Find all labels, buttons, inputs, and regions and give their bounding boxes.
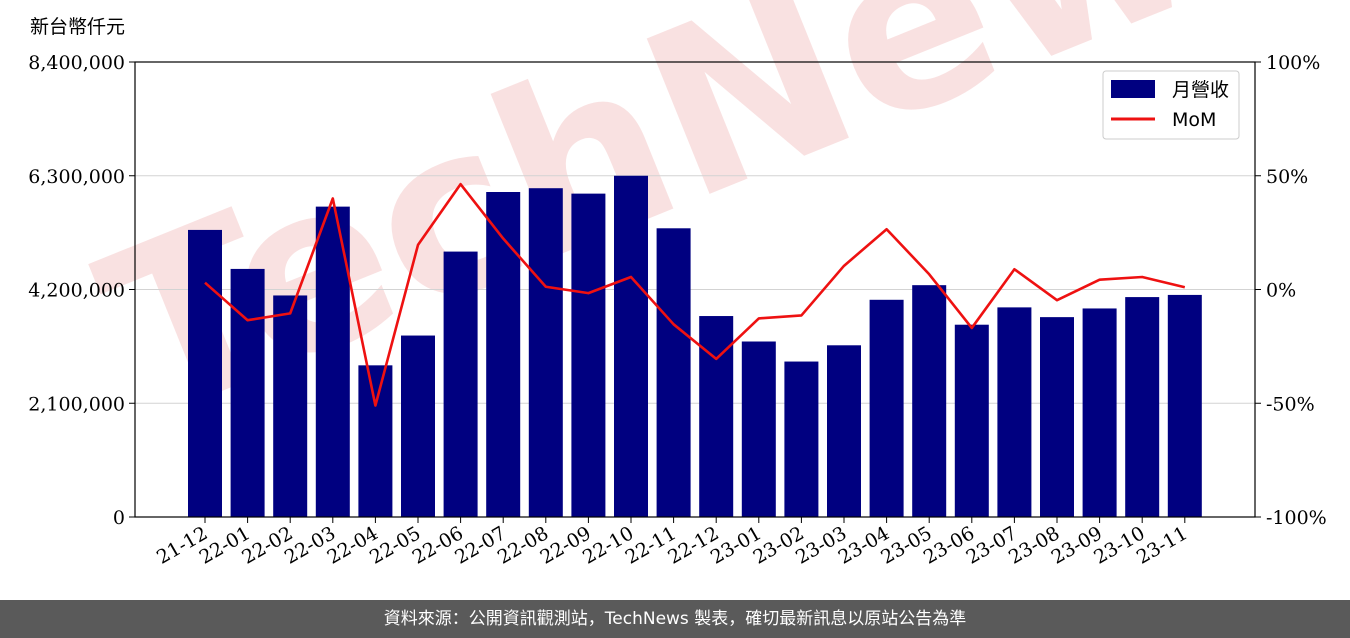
bar-23-08	[1040, 317, 1074, 517]
bar-22-07	[486, 192, 521, 517]
legend-label-mom: MoM	[1172, 109, 1216, 131]
bar-21-12	[188, 229, 222, 517]
x-axis: 21-1222-0122-0222-0322-0422-0522-0622-07…	[153, 517, 1191, 569]
bar-22-09	[571, 193, 606, 517]
legend-label-revenue: 月營收	[1172, 79, 1229, 101]
bar-22-08	[528, 188, 563, 518]
bar-23-09	[1082, 308, 1117, 517]
chart-figure: TechNews 02,100,0004,200,0006,300,0008,4…	[28, 0, 1350, 569]
y-axis-unit-label: 新台幣仟元	[30, 16, 125, 38]
source-footer: 資料來源：公開資訊觀測站，TechNews 製表，確切最新訊息以原站公告為準	[0, 600, 1350, 638]
bar-23-02	[784, 361, 819, 517]
bar-22-06	[443, 251, 478, 518]
right-tick-label: 0%	[1266, 280, 1296, 302]
right-axis: -100% -50% 0% 50% 100%	[1255, 52, 1327, 529]
mom-line	[204, 182, 1186, 407]
legend: 月營收 MoM	[1102, 70, 1240, 140]
right-tick-label: 100%	[1266, 52, 1320, 74]
bar-23-03	[827, 345, 861, 517]
right-tick-label: 50%	[1266, 166, 1308, 188]
right-tick-label: -100%	[1266, 507, 1327, 529]
bar-23-01	[741, 341, 776, 517]
bar-23-05	[912, 285, 947, 517]
bar-23-11	[1167, 294, 1202, 517]
right-tick-label: -50%	[1266, 393, 1315, 415]
bar-23-04	[869, 299, 904, 517]
left-tick-label: 0	[113, 507, 125, 529]
mom-line-series	[204, 182, 1186, 407]
bar-23-06	[954, 324, 989, 517]
bar-22-02	[273, 295, 308, 517]
left-tick-label: 6,300,000	[28, 166, 125, 188]
left-tick-label: 4,200,000	[28, 280, 125, 302]
bar-22-04	[358, 365, 393, 517]
bar-23-10	[1125, 297, 1160, 517]
left-tick-label: 2,100,000	[28, 393, 125, 415]
bar-22-11	[656, 228, 691, 517]
legend-bar-swatch	[1111, 80, 1155, 98]
left-tick-label: 8,400,000	[28, 52, 125, 74]
left-axis: 0 2,100,000 4,200,000 6,300,000 8,400,000	[28, 52, 135, 529]
bar-22-01	[230, 268, 265, 517]
bar-22-10	[614, 175, 648, 517]
revenue-bars	[188, 175, 1202, 518]
bar-23-07	[997, 307, 1032, 517]
bar-22-05	[401, 335, 435, 517]
